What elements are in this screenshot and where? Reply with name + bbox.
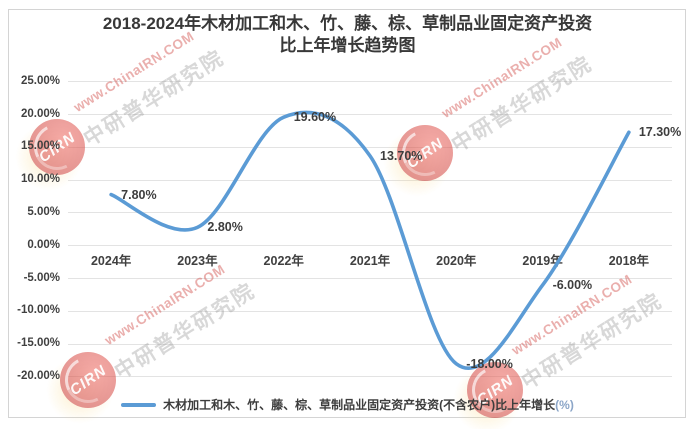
gridline — [68, 212, 672, 214]
x-axis-label: 2024年 — [90, 254, 132, 268]
gridline — [68, 245, 672, 247]
x-axis-label: 2021年 — [349, 254, 391, 268]
chart-border — [8, 9, 686, 418]
y-axis-tick-label: -15.00% — [17, 337, 60, 350]
legend-label-main: 木材加工和木、竹、藤、棕、草制品业固定资产投资(不含农户)比上年增长 — [163, 398, 556, 412]
y-axis-tick-label: -5.00% — [23, 271, 60, 284]
gridline — [68, 81, 672, 83]
y-axis-tick-label: 10.00% — [20, 173, 60, 186]
y-axis-tick-label: -20.00% — [17, 369, 60, 382]
gridline — [68, 343, 672, 345]
y-axis-tick-label: 25.00% — [20, 74, 60, 87]
trend-line — [109, 110, 631, 370]
x-axis-label: 2020年 — [436, 254, 477, 268]
legend-label: 木材加工和木、竹、藤、棕、草制品业固定资产投资(不含农户)比上年增长(%) — [163, 396, 574, 413]
x-axis-label: 2023年 — [177, 254, 218, 268]
x-axis-label: 2019年 — [522, 254, 563, 268]
chart-title-line2: 比上年增长趋势图 — [279, 36, 416, 55]
gridline — [68, 179, 672, 181]
x-axis-label: 2018年 — [608, 254, 649, 268]
legend: 木材加工和木、竹、藤、棕、草制品业固定资产投资(不含农户)比上年增长(%) — [0, 396, 695, 413]
y-axis-tick-label: 5.00% — [27, 205, 60, 218]
legend-line-swatch — [121, 402, 157, 407]
gridline — [68, 310, 672, 312]
data-label: 7.80% — [121, 187, 157, 202]
data-label: 2.80% — [207, 220, 243, 235]
gridline — [68, 114, 672, 116]
data-label: 19.60% — [293, 110, 337, 125]
gridline — [68, 278, 672, 280]
data-label: -18.00% — [466, 356, 513, 371]
chart-title-line1: 2018-2024年木材加工和木、竹、藤、棕、草制品业固定资产投资 — [102, 14, 593, 33]
data-label: -6.00% — [552, 278, 593, 293]
legend-label-suffix: (%) — [555, 398, 574, 412]
y-axis-tick-label: -10.00% — [17, 304, 60, 317]
x-axis-label: 2022年 — [263, 254, 304, 268]
y-axis-tick-label: 0.00% — [27, 238, 60, 251]
gridline — [68, 376, 672, 378]
data-label: 13.70% — [380, 148, 423, 163]
gridline — [68, 146, 672, 148]
data-label: 17.30% — [638, 125, 682, 140]
y-axis-tick-label: 20.00% — [20, 107, 60, 120]
chart-title: 2018-2024年木材加工和木、竹、藤、棕、草制品业固定资产投资 比上年增长趋… — [0, 13, 695, 57]
